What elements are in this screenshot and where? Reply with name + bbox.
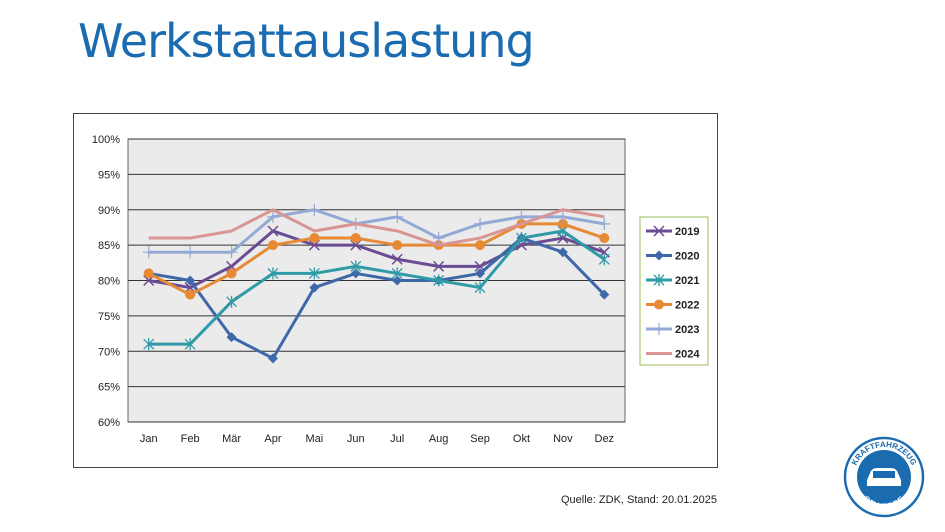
data-point — [557, 218, 568, 229]
data-point — [143, 268, 154, 279]
data-point — [142, 246, 155, 259]
data-point — [350, 268, 361, 279]
data-point — [226, 268, 237, 279]
data-point — [599, 289, 610, 300]
data-point — [474, 281, 486, 294]
data-point — [185, 289, 196, 300]
series-line-2022 — [148, 222, 605, 297]
data-point — [143, 338, 155, 351]
y-tick-label: 65% — [98, 382, 120, 394]
data-point — [653, 274, 665, 286]
x-tick-label: Mai — [306, 433, 324, 445]
y-tick-label: 95% — [98, 169, 120, 181]
data-point — [433, 274, 445, 287]
data-point — [653, 323, 665, 335]
data-point — [143, 274, 155, 287]
legend-label: 2024 — [675, 349, 700, 361]
legend — [639, 216, 709, 366]
page-title: Werkstattauslastung — [78, 14, 535, 68]
data-point — [556, 210, 569, 223]
legend-label: 2019 — [675, 226, 699, 238]
legend-label: 2022 — [675, 300, 699, 312]
data-point — [654, 299, 664, 310]
data-point — [308, 267, 320, 280]
y-tick-label: 85% — [98, 240, 120, 252]
y-tick-label: 60% — [98, 417, 120, 429]
series-line-2023 — [148, 208, 605, 254]
data-point — [267, 353, 278, 364]
y-tick-label: 75% — [98, 311, 120, 323]
legend-label: 2023 — [675, 324, 699, 336]
data-point — [391, 267, 403, 280]
x-tick-label: Sep — [470, 433, 490, 445]
series-line-2019 — [148, 229, 605, 290]
data-point — [350, 233, 361, 244]
data-point — [308, 239, 320, 251]
x-tick-label: Jun — [347, 433, 365, 445]
data-point — [474, 217, 487, 230]
data-point — [475, 240, 486, 251]
data-point — [184, 338, 196, 351]
x-tick-label: Mär — [222, 433, 241, 445]
data-point — [184, 246, 197, 259]
data-point — [225, 246, 238, 259]
legend-label: 2020 — [675, 251, 699, 263]
data-point — [226, 332, 237, 343]
data-point — [598, 217, 611, 230]
data-point — [653, 225, 665, 237]
data-point — [432, 232, 445, 245]
series-line-2020 — [148, 236, 606, 360]
data-point — [267, 225, 279, 237]
data-point — [350, 260, 362, 273]
data-point — [391, 253, 403, 265]
data-point — [475, 268, 486, 279]
x-tick-label: Jan — [140, 433, 158, 445]
data-point — [185, 275, 196, 286]
data-point — [266, 210, 279, 223]
data-point — [599, 233, 610, 244]
series-line-2024 — [148, 208, 605, 247]
y-tick-label: 100% — [92, 134, 120, 146]
data-point — [350, 239, 362, 251]
data-point — [557, 247, 568, 258]
x-tick-label: Aug — [429, 433, 449, 445]
data-point — [515, 232, 527, 245]
data-point — [267, 240, 278, 251]
data-point — [654, 250, 664, 261]
x-tick-label: Dez — [595, 433, 615, 445]
y-tick-label: 80% — [98, 276, 120, 288]
source-note: Quelle: ZDK, Stand: 20.01.2025 — [561, 494, 717, 506]
x-tick-label: Feb — [181, 433, 200, 445]
data-point — [309, 282, 320, 293]
x-tick-label: Apr — [264, 433, 281, 445]
data-point — [433, 260, 445, 272]
x-tick-label: Nov — [553, 433, 573, 445]
x-tick-label: Okt — [513, 433, 530, 445]
data-point — [392, 275, 403, 286]
y-tick-label: 90% — [98, 205, 120, 217]
y-tick-label: 70% — [98, 346, 120, 358]
data-point — [308, 203, 321, 216]
legend-label: 2021 — [675, 275, 699, 287]
data-point — [515, 210, 528, 223]
kraftfahrzeug-gewerbe-logo: KRAFTFAHRZEUG GEWERBE — [843, 436, 925, 518]
data-point — [309, 233, 320, 244]
line-chart: 60% 65% 70% 75% 80% 85% 90% 95% 100% Jan Feb Mär Apr… — [73, 113, 718, 468]
x-tick-label: Jul — [390, 433, 404, 445]
data-point — [226, 295, 238, 308]
data-point — [267, 267, 279, 280]
data-point — [391, 210, 404, 223]
series-line-2021 — [148, 229, 606, 346]
data-point — [392, 240, 403, 251]
data-point — [598, 253, 610, 266]
